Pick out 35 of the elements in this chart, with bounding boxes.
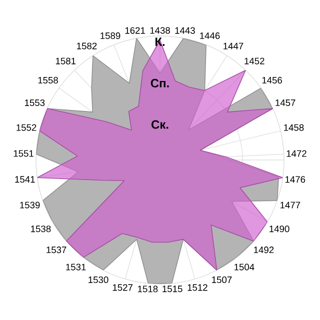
spoke-label: 1512 bbox=[188, 284, 208, 291]
spoke-label: 1531 bbox=[66, 264, 86, 270]
spoke-label: 1589 bbox=[100, 32, 120, 40]
spoke-label: 1537 bbox=[46, 246, 66, 254]
spoke-label: 1581 bbox=[56, 58, 76, 64]
y-tick-label: Сп. bbox=[150, 78, 169, 88]
spoke-label: 1456 bbox=[262, 76, 282, 84]
spoke-label: 1553 bbox=[24, 99, 45, 106]
spoke-label: 1527 bbox=[112, 284, 132, 291]
spoke-label: 1492 bbox=[254, 246, 274, 254]
spoke-label: 1551 bbox=[14, 150, 34, 157]
spoke-label: 1582 bbox=[77, 42, 97, 50]
spoke-label: 1504 bbox=[234, 264, 254, 270]
spoke-label: 1452 bbox=[244, 58, 264, 64]
spoke-label: 1443 bbox=[175, 27, 195, 34]
spoke-label: 1458 bbox=[284, 124, 304, 131]
spoke-label: 1438 bbox=[150, 27, 170, 34]
spoke-label: 1472 bbox=[286, 150, 306, 157]
spoke-label: 1530 bbox=[88, 276, 108, 284]
spoke-label: 1541 bbox=[15, 176, 35, 183]
spoke-label: 1621 bbox=[125, 27, 145, 34]
y-tick-label: Ск. bbox=[152, 120, 168, 129]
spoke-label: 1447 bbox=[224, 42, 244, 50]
spoke-label: 1490 bbox=[270, 226, 290, 232]
spoke-label: 1515 bbox=[162, 286, 182, 292]
spoke-label: 1539 bbox=[20, 202, 40, 208]
spoke-label: 1476 bbox=[285, 176, 306, 183]
spoke-label: 1477 bbox=[280, 202, 300, 208]
spoke-label: 1507 bbox=[212, 276, 232, 284]
spoke-label: 1457 bbox=[276, 100, 296, 106]
spoke-label: 1446 bbox=[200, 32, 220, 40]
spoke-label: 1518 bbox=[138, 286, 158, 292]
spoke-label: 1538 bbox=[31, 226, 51, 232]
spoke-label: 1558 bbox=[38, 76, 58, 84]
spoke-label: 1552 bbox=[16, 124, 36, 131]
